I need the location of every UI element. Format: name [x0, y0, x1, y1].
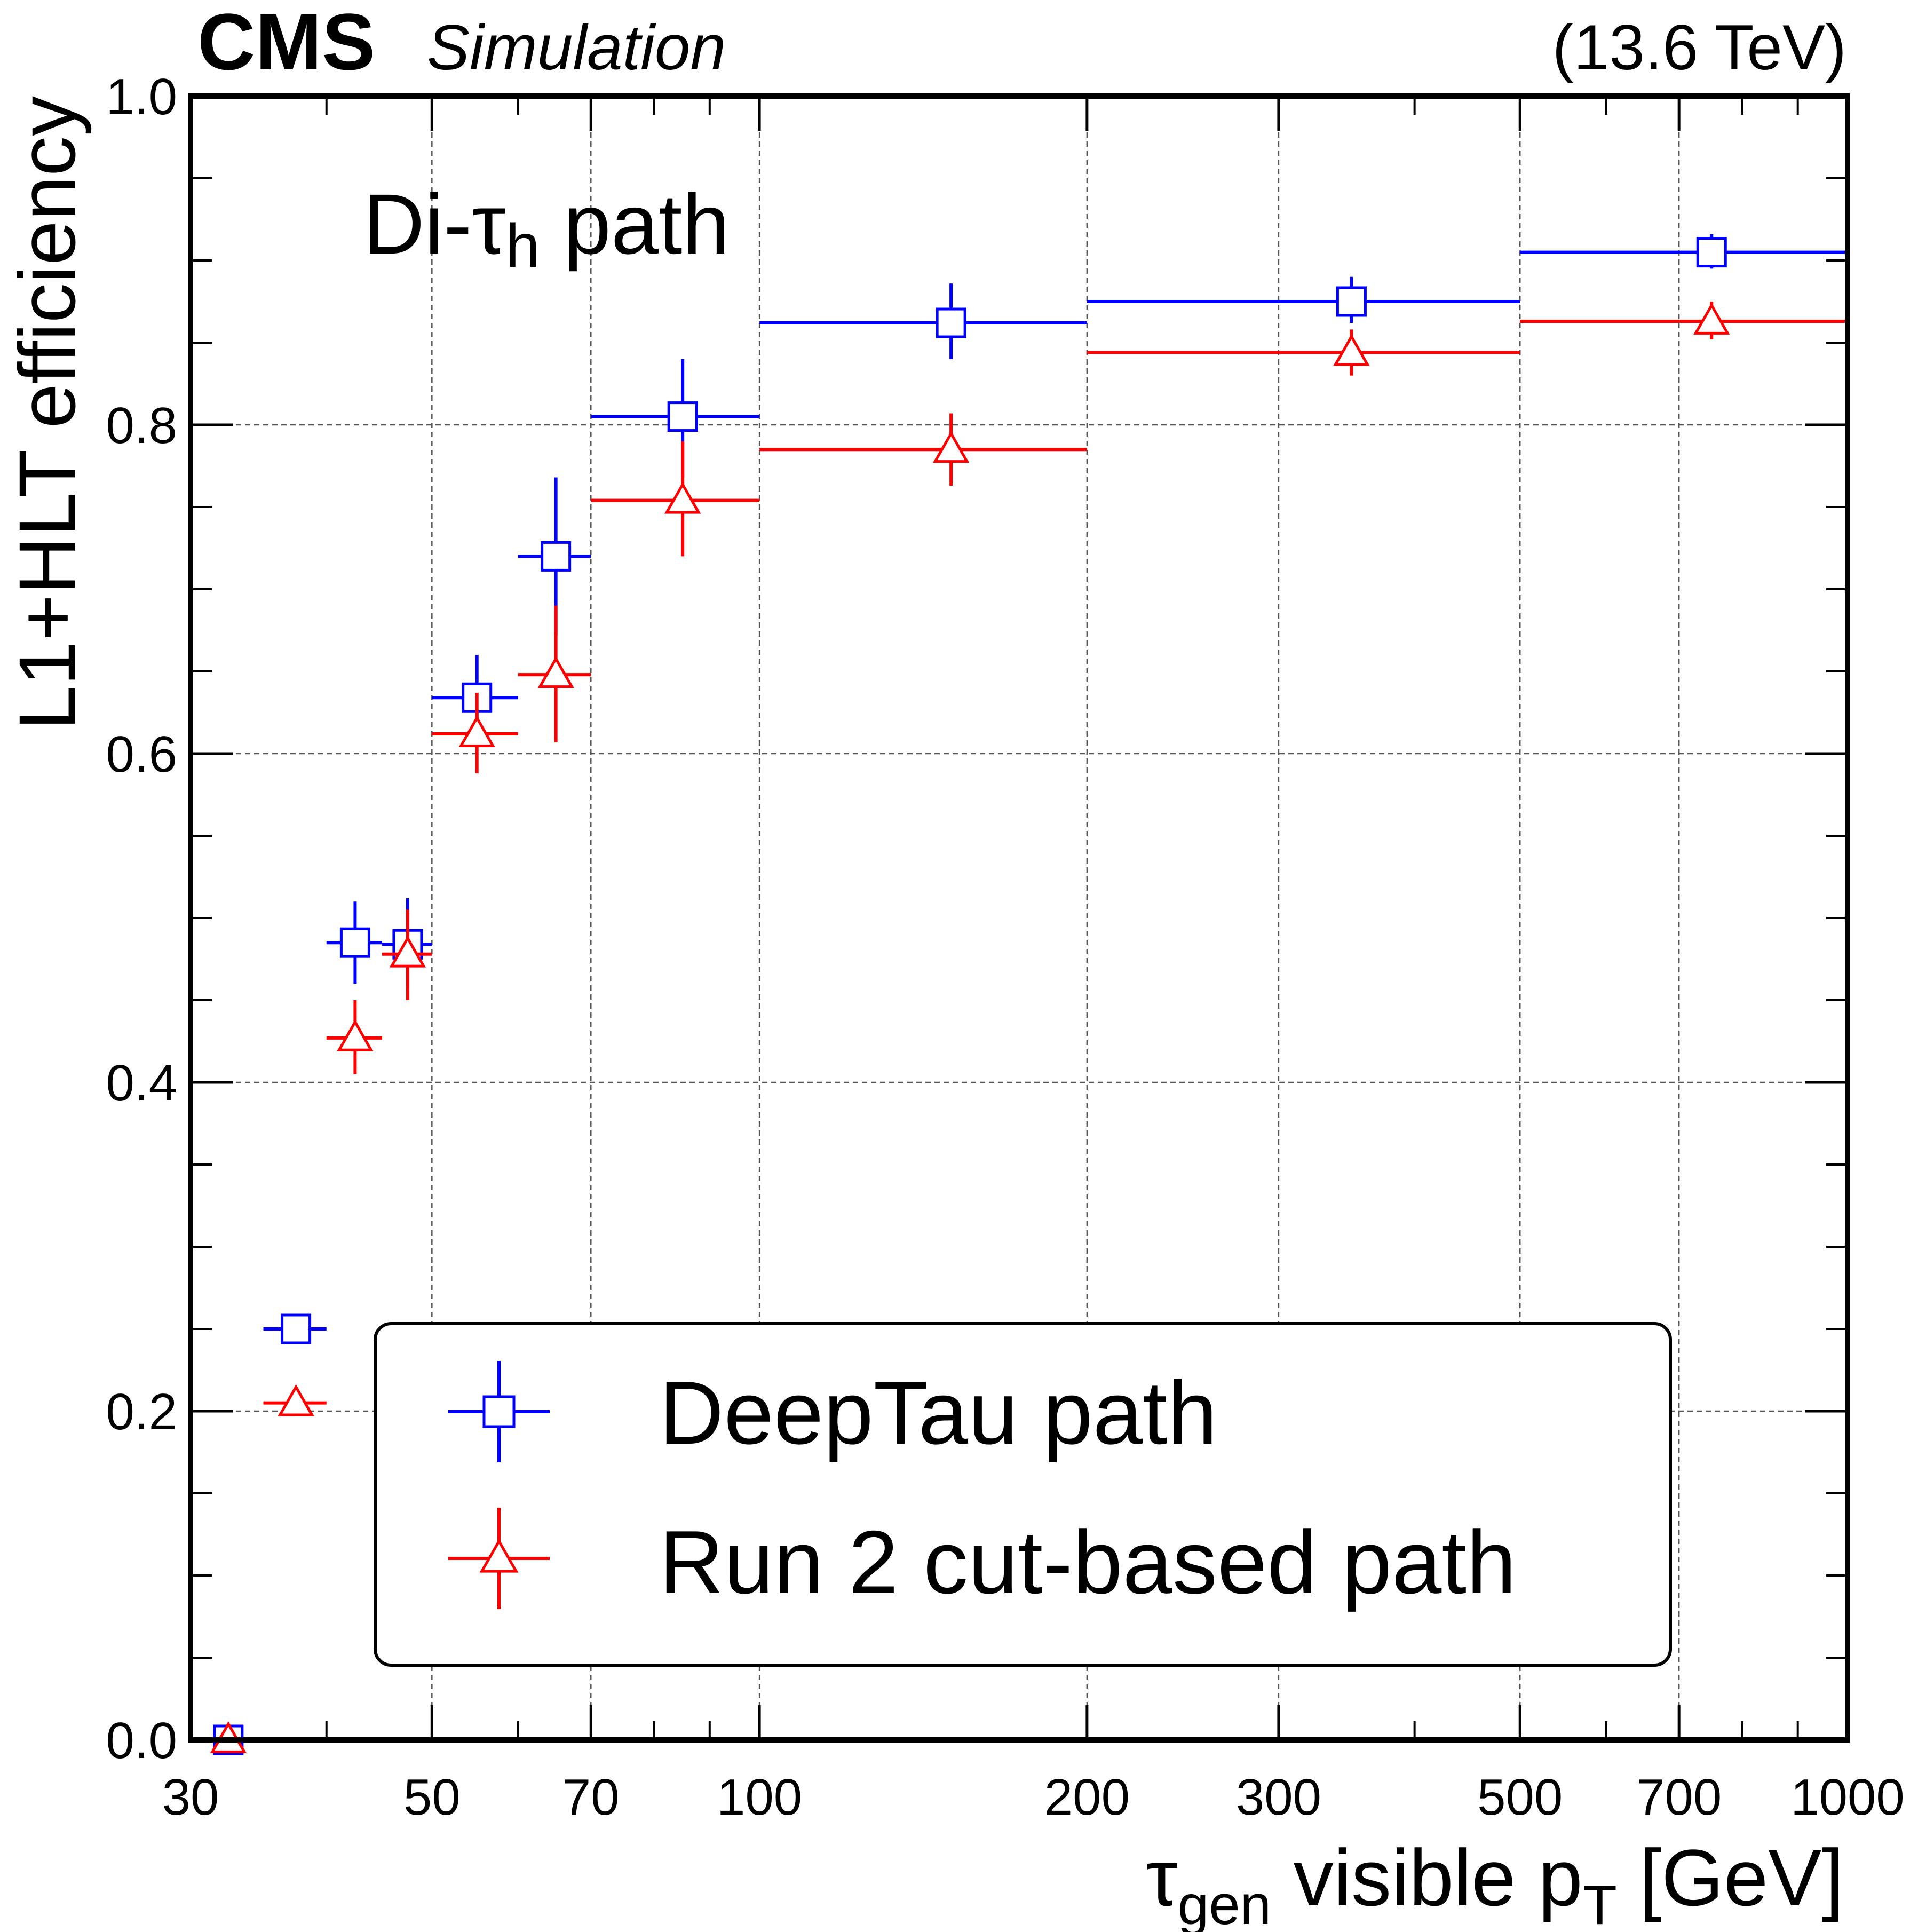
- legend-marker-deeptau: [448, 1361, 550, 1462]
- legend-label-cutbased: Run 2 cut-based path: [659, 1512, 1516, 1612]
- data-point: [667, 401, 698, 432]
- data-point: [458, 715, 495, 747]
- x-tick-label: 70: [562, 1769, 620, 1826]
- legend-box: [374, 1322, 1672, 1667]
- legend-marker-cutbased: [448, 1508, 550, 1609]
- data-point: [932, 431, 970, 463]
- x-tick-label: 200: [1044, 1769, 1130, 1826]
- y-tick-label: 0.6: [106, 726, 177, 783]
- x-tick-label: 300: [1236, 1769, 1321, 1826]
- y-tick-label: 1.0: [106, 68, 177, 125]
- legend: DeepTau path Run 2 cut-based path: [374, 1322, 1672, 1667]
- y-tick-label: 0.8: [106, 397, 177, 454]
- y-tick-label: 0.4: [106, 1055, 177, 1112]
- x-tick-label: 100: [717, 1769, 802, 1826]
- x-tick-label: 500: [1477, 1769, 1563, 1826]
- simulation-label: Simulation: [427, 12, 726, 83]
- tick-labels: 30 50 70 100 200 300 500 700 1000 0.0 0.2 0.4 0.6 0.8…: [106, 68, 1905, 1826]
- x-axis-title: τgen visible pT [GeV]: [1146, 1833, 1844, 1932]
- data-point: [1333, 334, 1370, 366]
- data-point: [278, 1384, 314, 1416]
- legend-label-deeptau: DeepTau path: [659, 1363, 1217, 1463]
- x-tick-label: 700: [1636, 1769, 1722, 1826]
- legend-point: [479, 1538, 519, 1573]
- x-tick-label: 30: [162, 1769, 219, 1826]
- cms-label: CMS: [197, 0, 375, 86]
- plot-frame: [188, 93, 1850, 1743]
- data-point: [537, 656, 574, 688]
- data-point: [337, 1019, 374, 1051]
- path-annotation: Di-τh path: [363, 176, 730, 280]
- y-tick-label: 0.0: [106, 1712, 177, 1769]
- data-point: [664, 481, 701, 514]
- data-point: [541, 541, 572, 572]
- series-cutbased: [191, 302, 1848, 1753]
- data-point: [936, 307, 966, 338]
- y-axis-title: L1+HLT efficiency: [2, 96, 92, 730]
- data-point: [281, 1313, 312, 1344]
- x-tick-label: 1000: [1790, 1769, 1905, 1826]
- x-tick-label: 50: [403, 1769, 461, 1826]
- data-point: [389, 935, 426, 968]
- data-point: [339, 927, 370, 958]
- legend-point: [482, 1395, 516, 1428]
- energy-label: (13.6 TeV): [1552, 12, 1846, 83]
- data-point: [1336, 286, 1367, 317]
- y-tick-label: 0.2: [106, 1383, 177, 1440]
- data-point: [1693, 303, 1730, 335]
- data-point: [1696, 237, 1727, 268]
